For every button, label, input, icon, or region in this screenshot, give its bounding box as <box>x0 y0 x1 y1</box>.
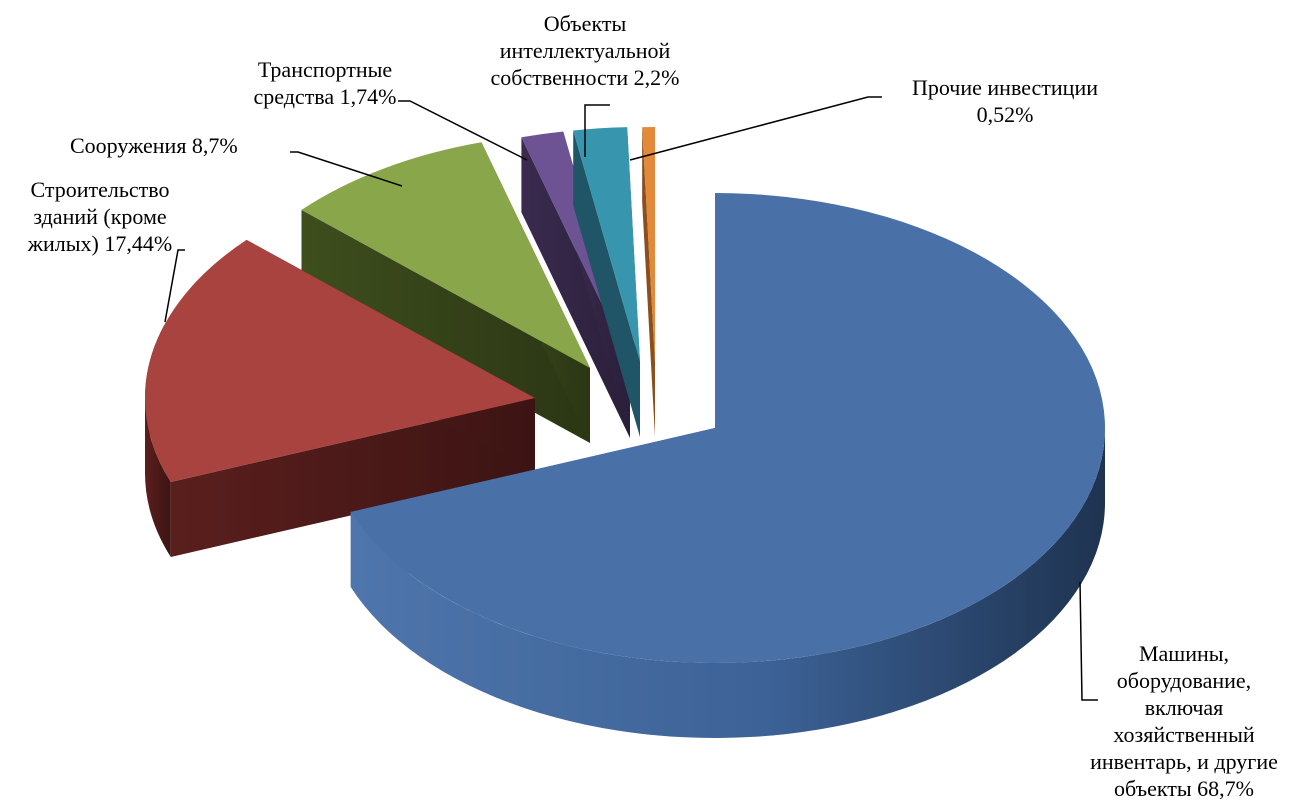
pie-slice-wall-1 <box>170 398 536 557</box>
pie-slice-wall-4 <box>573 130 640 438</box>
pie-slice-wall-3 <box>521 137 630 438</box>
pie-slice-wall-2 <box>301 209 590 443</box>
pie-slice-4 <box>573 127 640 438</box>
leader-transport <box>398 100 528 161</box>
pie-slice-5 <box>642 127 655 437</box>
pie-slice-wall-5 <box>642 127 655 437</box>
leader-structures <box>290 151 403 187</box>
label-machinery: Машины, оборудование, включая хозяйствен… <box>1090 641 1278 801</box>
pie-slice-rim-0 <box>350 428 1106 739</box>
pie-slice-top-1 <box>144 239 535 482</box>
label-structures: Сооружения 8,7% <box>70 133 238 158</box>
pie-slice-top-0 <box>350 193 1105 663</box>
leader-buildings <box>164 249 185 323</box>
leader-machinery <box>1079 581 1098 701</box>
pie-slice-top-4 <box>573 127 640 362</box>
label-ip: Объекты интеллектуальной собственности 2… <box>490 11 680 90</box>
pie-slice-0 <box>350 193 1106 739</box>
pie-slice-1 <box>144 239 536 557</box>
label-other: Прочие инвестиции 0,52% <box>911 75 1098 127</box>
label-transport: Транспортные средства 1,74% <box>253 57 397 109</box>
label-buildings: Строительство зданий (кроме жилых) 17,44… <box>27 177 173 256</box>
pie-slice-top-5 <box>642 127 655 362</box>
pie-slice-top-2 <box>301 142 590 368</box>
pie-slice-rim-1 <box>145 398 171 557</box>
pie-slice-2 <box>301 142 590 443</box>
leader-other <box>629 96 882 161</box>
leader-ip <box>584 104 610 157</box>
